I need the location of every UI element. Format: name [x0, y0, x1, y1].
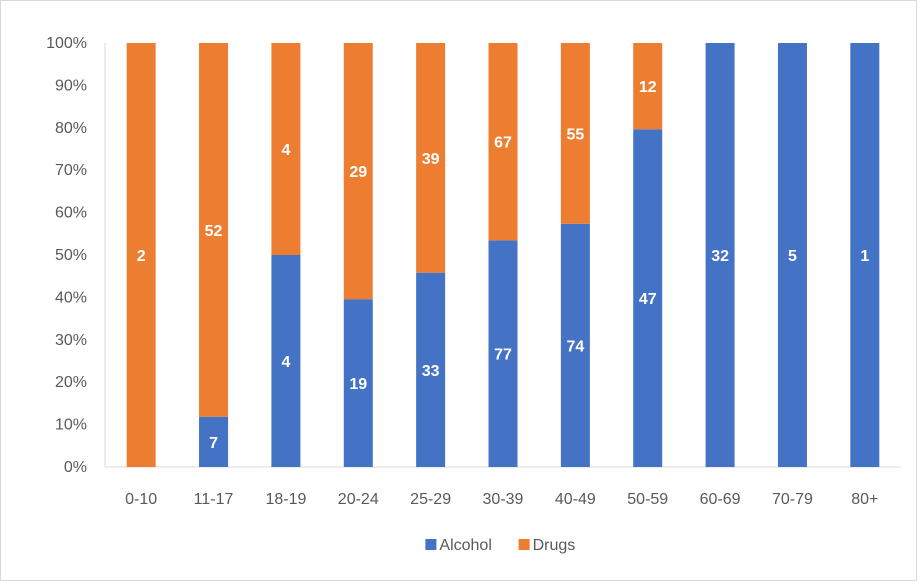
x-tick-label: 11-17: [194, 491, 234, 508]
legend-label-drugs: Drugs: [533, 537, 576, 554]
data-label-drugs: 39: [422, 151, 440, 168]
y-tick-label: 70%: [55, 162, 87, 179]
x-tick-label: 20-24: [338, 491, 379, 508]
legend: Alcohol Drugs: [425, 537, 575, 554]
bar-drugs-18-19: [271, 43, 301, 255]
bar-alcohol-60-69: [705, 43, 735, 467]
bar-drugs-40-49: [560, 43, 590, 224]
x-tick-label: 18-19: [265, 491, 306, 508]
x-tick-label: 60-69: [700, 491, 741, 508]
data-label-alcohol: 1: [860, 248, 869, 265]
x-tick-label: 30-39: [483, 491, 524, 508]
bar-drugs-0-10: [126, 43, 156, 467]
x-tick-label: 70-79: [772, 491, 813, 508]
y-tick-labels: 0% 10% 20% 30% 40% 50% 60% 70% 80% 90% 100%: [46, 35, 87, 476]
data-label-alcohol: 4: [281, 354, 290, 371]
bar-alcohol-20-24: [343, 299, 373, 467]
bar-alcohol-70-79: [777, 43, 807, 467]
data-label-drugs: 52: [205, 223, 223, 240]
legend-swatch-alcohol: [425, 539, 437, 550]
data-label-drugs: 55: [566, 126, 584, 143]
bar-alcohol-30-39: [488, 240, 518, 467]
y-tick-label: 100%: [46, 35, 87, 52]
y-tick-label: 90%: [55, 77, 87, 94]
data-label-alcohol: 32: [711, 248, 729, 265]
x-tick-label: 40-49: [555, 491, 596, 508]
bar-alcohol-80+: [850, 43, 880, 467]
bar-drugs-11-17: [199, 43, 229, 417]
data-label-alcohol: 47: [639, 291, 657, 308]
bar-alcohol-50-59: [633, 129, 663, 467]
y-tick-label: 60%: [55, 205, 87, 222]
data-label-drugs: 4: [281, 142, 290, 159]
data-label-alcohol: 74: [566, 338, 584, 355]
y-tick-label: 80%: [55, 120, 87, 137]
legend-swatch-drugs: [518, 539, 530, 550]
x-tick-label: 80+: [851, 491, 878, 508]
bar-alcohol-25-29: [416, 272, 446, 467]
bar-drugs-30-39: [488, 43, 518, 241]
x-tick-label: 25-29: [410, 491, 451, 508]
bar-alcohol-40-49: [560, 223, 590, 467]
y-tick-label: 10%: [55, 417, 87, 434]
bar-alcohol-18-19: [271, 255, 301, 467]
bar-drugs-50-59: [633, 43, 663, 130]
data-label-drugs: 12: [639, 79, 657, 96]
data-label-alcohol: 77: [494, 347, 512, 364]
data-label-drugs: 2: [137, 248, 146, 265]
x-tick-label: 50-59: [627, 491, 668, 508]
bars: 2 7 52 4 4 19 29 33 39 77 67 74 55 47 12 32 5 1: [126, 43, 880, 467]
x-tick-labels: 0-10 11-17 18-19 20-24 25-29 30-39 40-49 50-59 6…: [125, 491, 878, 508]
data-label-alcohol: 19: [349, 376, 367, 393]
y-tick-label: 30%: [55, 332, 87, 349]
bar-alcohol-11-17: [199, 416, 229, 467]
data-label-alcohol: 5: [788, 248, 797, 265]
bar-drugs-25-29: [416, 43, 446, 273]
legend-label-alcohol: Alcohol: [439, 537, 491, 554]
y-tick-label: 50%: [55, 247, 87, 264]
x-tick-label: 0-10: [125, 491, 157, 508]
y-tick-label: 0%: [64, 459, 87, 476]
bar-drugs-20-24: [343, 43, 373, 300]
data-label-alcohol: 33: [422, 363, 440, 380]
data-label-drugs: 29: [349, 164, 367, 181]
y-tick-label: 40%: [55, 289, 87, 306]
data-label-alcohol: 7: [209, 435, 218, 452]
data-label-drugs: 67: [494, 135, 512, 152]
y-tick-label: 20%: [55, 374, 87, 391]
